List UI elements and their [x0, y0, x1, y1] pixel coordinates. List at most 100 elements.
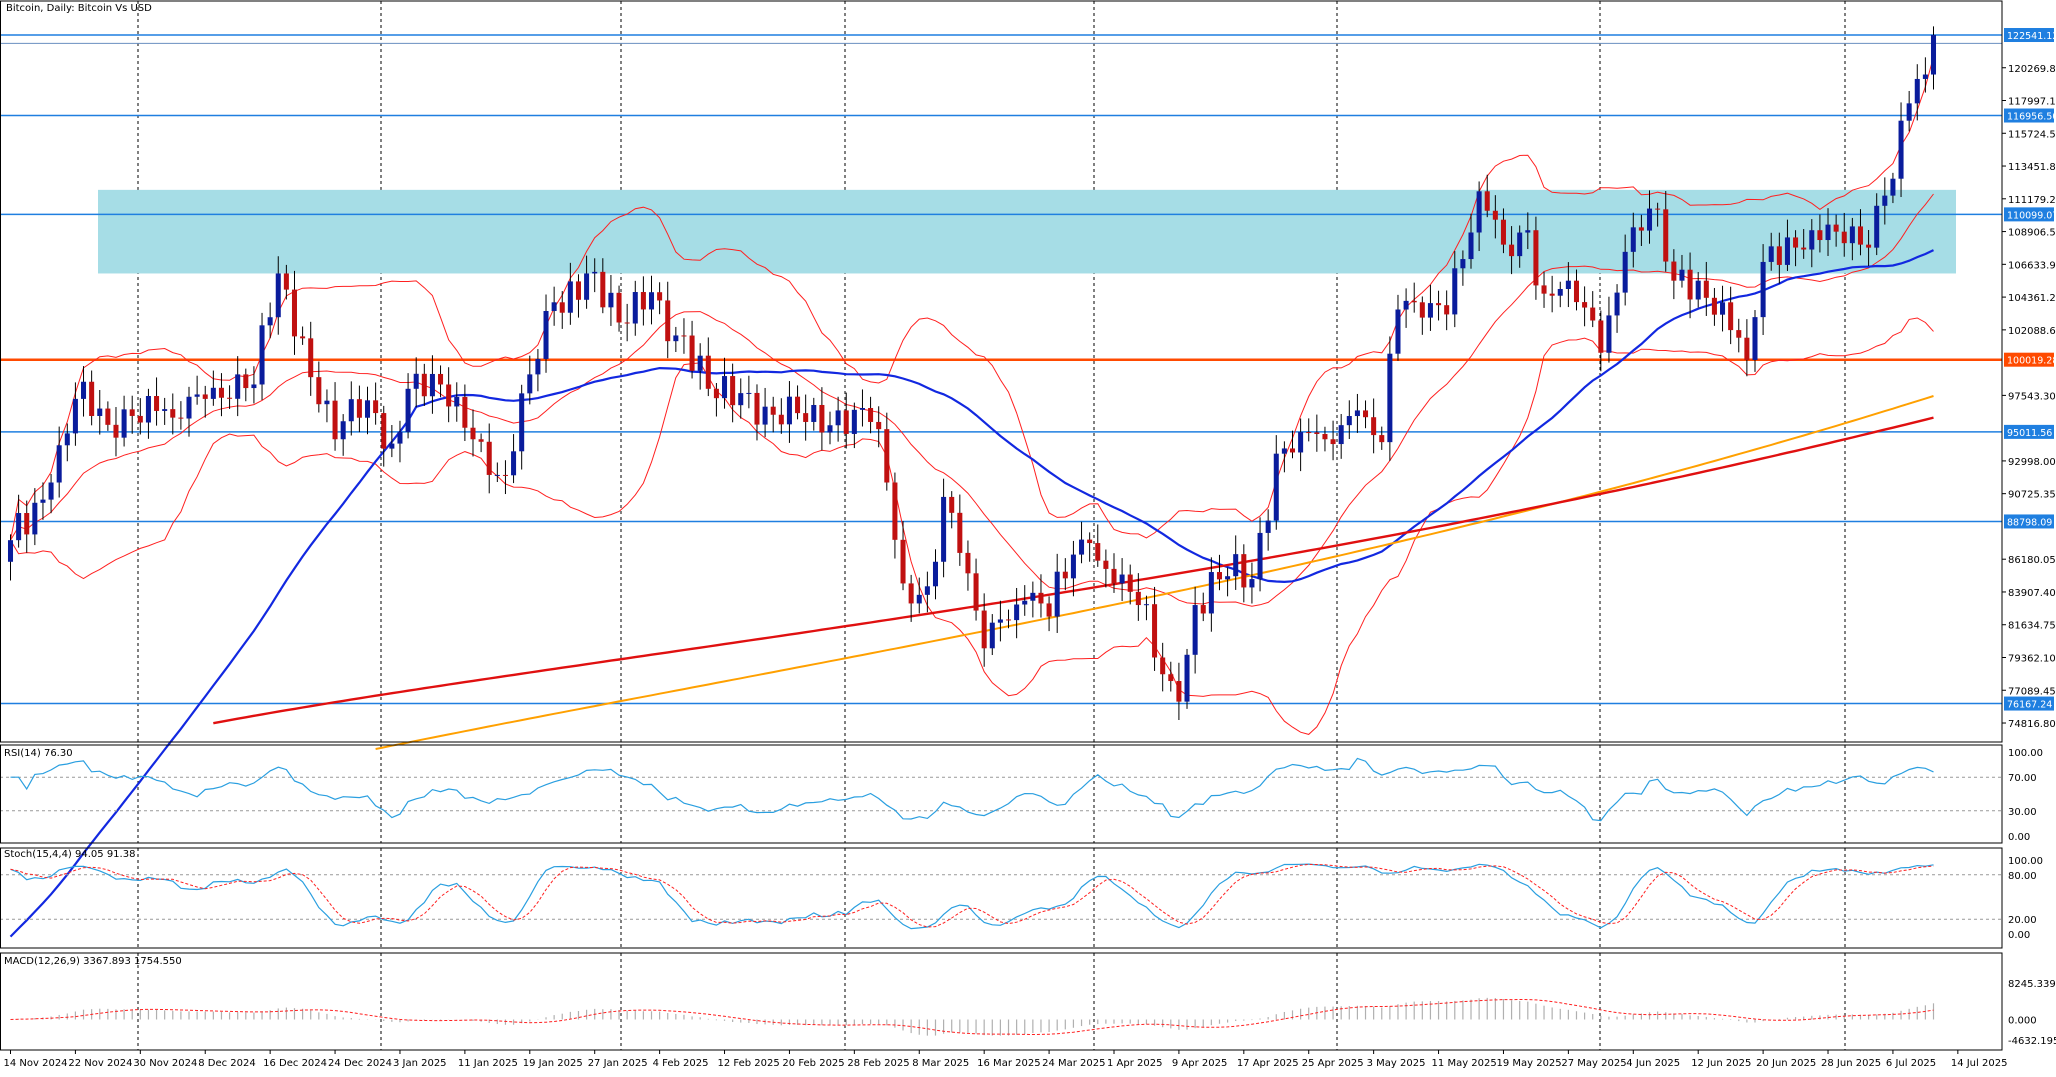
candle-body: [1882, 195, 1888, 206]
candle: [673, 326, 679, 352]
candle-body: [941, 496, 947, 562]
macd-label: MACD(12,26,9) 3367.893 1754.550: [4, 956, 182, 967]
candle: [1046, 596, 1052, 632]
candle: [1817, 214, 1823, 253]
candle: [1208, 557, 1214, 632]
candle: [575, 274, 581, 318]
candle: [1468, 213, 1474, 269]
candle: [243, 368, 249, 402]
candle: [251, 366, 257, 404]
candle-body: [1046, 603, 1052, 617]
candle: [227, 385, 233, 409]
candle-body: [16, 513, 22, 541]
candle: [795, 385, 801, 420]
candle-body: [1127, 574, 1133, 592]
candle: [997, 600, 1003, 642]
candle-body: [567, 281, 573, 313]
candle: [640, 276, 646, 326]
candle: [1655, 202, 1661, 227]
stoch-tick-label: 0.00: [2008, 930, 2030, 941]
candle: [1801, 228, 1807, 259]
candle-body: [681, 335, 687, 337]
candle: [1111, 553, 1117, 593]
candle: [186, 386, 192, 437]
candle-body: [575, 281, 581, 300]
candle: [291, 270, 298, 355]
candle: [202, 385, 208, 418]
price-tick-label: 104361.25: [2008, 293, 2056, 304]
candle: [608, 275, 614, 326]
candle: [446, 367, 452, 423]
candle-body: [24, 513, 30, 535]
candle-body: [64, 433, 70, 446]
candle: [1314, 414, 1320, 452]
candle-body: [154, 396, 160, 411]
level-price-label: 110099.07: [2007, 210, 2056, 221]
stoch-tick-label: 20.00: [2008, 915, 2037, 926]
bollinger-band: [10, 317, 1934, 735]
candle: [1354, 393, 1360, 433]
candle: [170, 393, 176, 435]
level-price-label: 88798.09: [2007, 517, 2052, 528]
chart-title: Bitcoin, Daily: Bitcoin Vs USD: [6, 3, 152, 14]
candle-body: [1752, 317, 1758, 360]
candle-body: [454, 396, 460, 407]
candle: [1517, 225, 1523, 268]
candle: [657, 282, 663, 315]
candle: [949, 491, 955, 529]
candle: [194, 375, 200, 405]
candle: [145, 388, 151, 439]
level-price-label: 122541.12: [2007, 31, 2056, 42]
rsi-label: RSI(14) 76.30: [4, 748, 73, 759]
candle-body: [1281, 448, 1287, 454]
candle: [486, 423, 492, 494]
candle: [900, 521, 906, 591]
candle-body: [632, 292, 638, 324]
candle: [1703, 261, 1709, 316]
candle: [1720, 285, 1726, 332]
candle: [308, 321, 314, 396]
date-tick-label: 11 Jan 2025: [458, 1058, 518, 1069]
candle-body: [243, 374, 249, 389]
macd-tick-label: 8245.339: [2008, 979, 2056, 990]
candle: [89, 370, 95, 426]
candle-body: [1184, 654, 1190, 702]
candle: [1793, 230, 1799, 267]
rsi-line: [10, 757, 1934, 822]
candle-body: [1622, 251, 1628, 293]
level-price-tag: [2004, 207, 2054, 222]
candle: [1752, 310, 1758, 372]
candle: [97, 389, 103, 435]
candle-body: [1346, 416, 1352, 426]
candle-body: [170, 409, 176, 418]
candle: [470, 409, 476, 457]
candle-body: [770, 406, 776, 415]
candle: [1176, 662, 1182, 720]
date-tick-label: 25 Apr 2025: [1302, 1058, 1364, 1069]
resistance-zone: [98, 189, 1956, 274]
candle: [1281, 441, 1287, 473]
candle: [584, 255, 590, 309]
candle: [300, 326, 306, 345]
candle: [1509, 226, 1515, 275]
candle-body: [1030, 592, 1036, 601]
candle: [527, 355, 533, 405]
candle: [1906, 90, 1912, 132]
candle-body: [657, 292, 663, 301]
candle-body: [1298, 432, 1304, 453]
candle: [178, 401, 184, 430]
candle-body: [1744, 337, 1750, 360]
candle: [1241, 544, 1247, 603]
candle-body: [1476, 191, 1482, 233]
candle: [551, 286, 557, 326]
candle-body: [1720, 302, 1726, 315]
candle: [1598, 310, 1604, 372]
candle-body: [1054, 571, 1060, 617]
rsi-tick-label: 70.00: [2008, 773, 2037, 784]
candle: [1289, 430, 1296, 459]
candle-body: [932, 561, 939, 587]
candle-body: [876, 421, 882, 430]
candle-body: [300, 336, 306, 339]
candle-body: [1444, 305, 1450, 315]
